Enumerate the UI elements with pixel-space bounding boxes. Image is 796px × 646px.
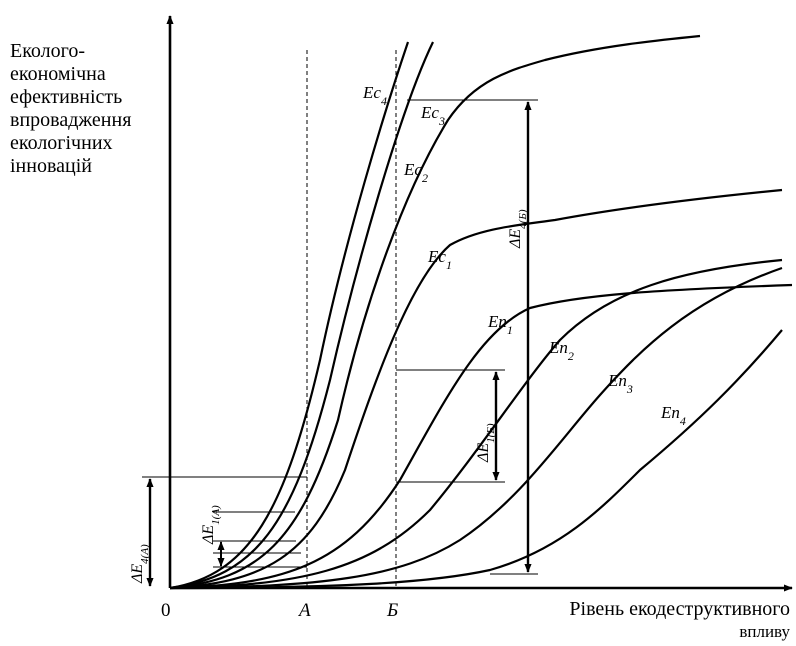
x-axis-title: Рівень екодеструктивного впливу bbox=[569, 598, 790, 643]
y-title-line-6: інновацій bbox=[10, 155, 92, 177]
curve-en3 bbox=[169, 266, 783, 590]
x-tick-a: А bbox=[297, 600, 311, 621]
y-title-line-1: Еколого- bbox=[10, 40, 85, 62]
label-en3: En3 bbox=[607, 371, 633, 396]
curve-ec2 bbox=[169, 34, 701, 590]
y-title-line-4: впровадження bbox=[10, 109, 132, 131]
curve-ec1 bbox=[169, 188, 783, 590]
y-title-line-3: ефективність bbox=[10, 86, 123, 108]
label-ec3: Ec3 bbox=[420, 103, 445, 128]
x-tick-b: Б bbox=[386, 600, 398, 621]
x-title-line-1: Рівень екодеструктивного bbox=[569, 598, 790, 620]
y-title-line-2: економічна bbox=[10, 63, 106, 85]
label-delta-e1b: ΔE1(Б) bbox=[475, 423, 497, 463]
curve-ec3 bbox=[169, 41, 434, 590]
label-ec2: Ec2 bbox=[403, 160, 428, 185]
y-axis-title: Еколого- економічна ефективність впровад… bbox=[10, 40, 131, 178]
curve-ec4 bbox=[169, 41, 410, 590]
label-en2: En2 bbox=[548, 338, 574, 363]
label-ec1: Ec1 bbox=[427, 247, 452, 272]
label-delta-e1a: ΔE1(А) bbox=[200, 505, 222, 545]
x-title-line-2: впливу bbox=[739, 622, 790, 641]
origin-label: 0 bbox=[161, 600, 171, 621]
label-ec4: Ec4 bbox=[362, 83, 387, 108]
curve-en1 bbox=[169, 283, 793, 590]
label-delta-e4b: ΔE4(Б) bbox=[507, 209, 529, 249]
curve-en4 bbox=[169, 329, 783, 590]
curve-en2 bbox=[169, 258, 783, 590]
label-en1: En1 bbox=[487, 312, 513, 337]
label-delta-e4a: ΔE4(А) bbox=[129, 544, 151, 584]
y-title-line-5: екологічних bbox=[10, 132, 113, 154]
label-en4: En4 bbox=[660, 403, 686, 428]
